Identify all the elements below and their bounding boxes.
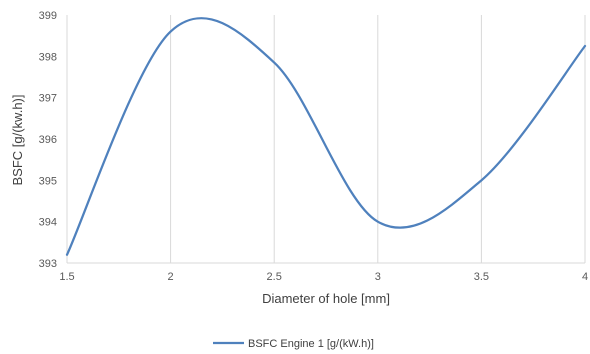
x-tick-label: 2.5 <box>267 271 282 283</box>
data-point <box>168 29 173 34</box>
y-axis-title: BSFC [g/(kw.h)] <box>10 94 25 185</box>
legend-label: BSFC Engine 1 [g/(kW.h)] <box>248 338 374 350</box>
series-points <box>65 29 588 257</box>
data-point <box>375 219 380 224</box>
y-tick-label: 397 <box>39 93 57 105</box>
y-tick-label: 399 <box>39 10 57 22</box>
y-axis-ticks: 393 394 395 396 397 398 399 <box>39 10 57 270</box>
x-tick-label: 3.5 <box>474 271 489 283</box>
x-tick-label: 2 <box>168 271 174 283</box>
y-tick-label: 393 <box>39 258 57 270</box>
y-tick-label: 398 <box>39 51 57 63</box>
vertical-gridlines <box>66 15 586 263</box>
x-axis-ticks: 1.5 2 2.5 3 3.5 4 <box>59 271 588 283</box>
data-point <box>272 60 277 65</box>
y-tick-label: 394 <box>39 217 57 229</box>
x-axis-title: Diameter of hole [mm] <box>262 291 390 306</box>
y-tick-label: 395 <box>39 175 57 187</box>
x-tick-label: 1.5 <box>59 271 74 283</box>
data-point <box>479 178 484 183</box>
series-line-bsfc-engine-1 <box>65 17 587 256</box>
data-point <box>583 44 588 49</box>
y-tick-label: 396 <box>39 134 57 146</box>
legend: BSFC Engine 1 [g/(kW.h)] <box>213 338 374 350</box>
data-point <box>65 252 70 257</box>
x-tick-label: 4 <box>582 271 588 283</box>
x-tick-label: 3 <box>375 271 381 283</box>
